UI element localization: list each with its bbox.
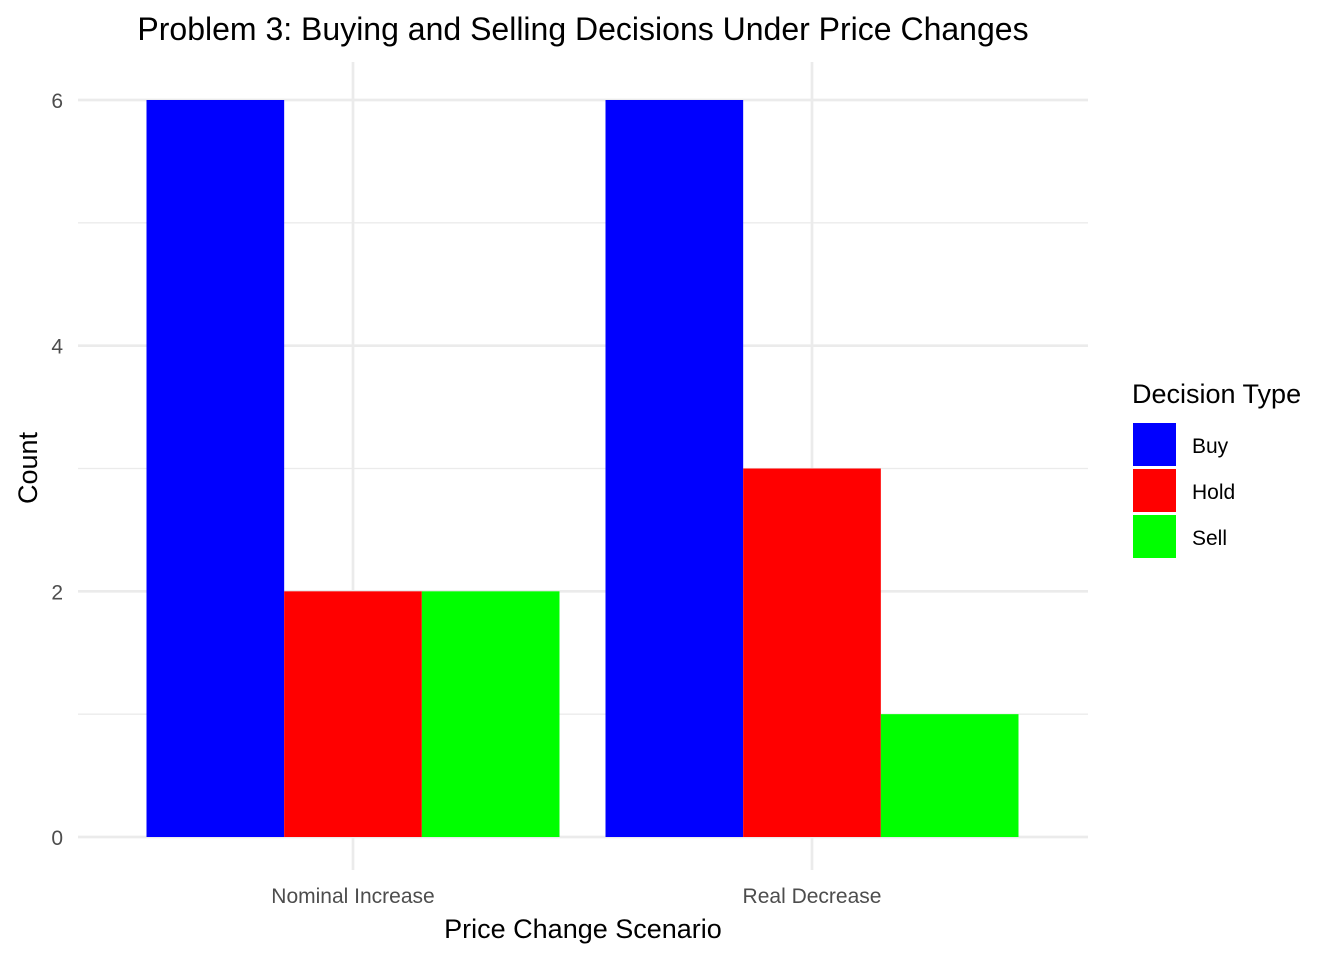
chart-title: Problem 3: Buying and Selling Decisions … — [137, 11, 1028, 47]
bars — [146, 100, 1019, 837]
bar-sell-1 — [421, 591, 560, 837]
y-tick-labels: 0 2 4 6 — [51, 90, 63, 850]
bar-hold-2 — [743, 468, 881, 837]
x-tick-label: Nominal Increase — [271, 885, 434, 908]
legend-swatch-hold — [1133, 469, 1176, 512]
y-tick-label: 6 — [51, 90, 63, 113]
legend-swatch-sell — [1133, 515, 1176, 558]
bar-hold-1 — [284, 591, 422, 837]
bar-buy-2 — [605, 100, 744, 837]
x-tick-label: Real Decrease — [743, 885, 882, 908]
y-axis-title: Count — [13, 431, 43, 504]
legend-items: Buy Hold Sell — [1133, 423, 1235, 558]
bar-sell-2 — [880, 714, 1019, 837]
y-tick-label: 0 — [51, 827, 63, 850]
legend-title: Decision Type — [1132, 379, 1301, 409]
legend-label-sell: Sell — [1192, 527, 1227, 550]
y-tick-label: 2 — [51, 581, 63, 604]
legend-label-hold: Hold — [1192, 481, 1235, 504]
x-tick-labels: Nominal Increase Real Decrease — [271, 885, 881, 908]
legend: Decision Type Buy Hold Sell — [1132, 379, 1301, 558]
legend-swatch-buy — [1133, 423, 1176, 466]
bar-buy-1 — [146, 100, 285, 837]
legend-label-buy: Buy — [1192, 435, 1229, 458]
x-axis-title: Price Change Scenario — [444, 914, 722, 944]
y-tick-label: 4 — [51, 336, 63, 359]
